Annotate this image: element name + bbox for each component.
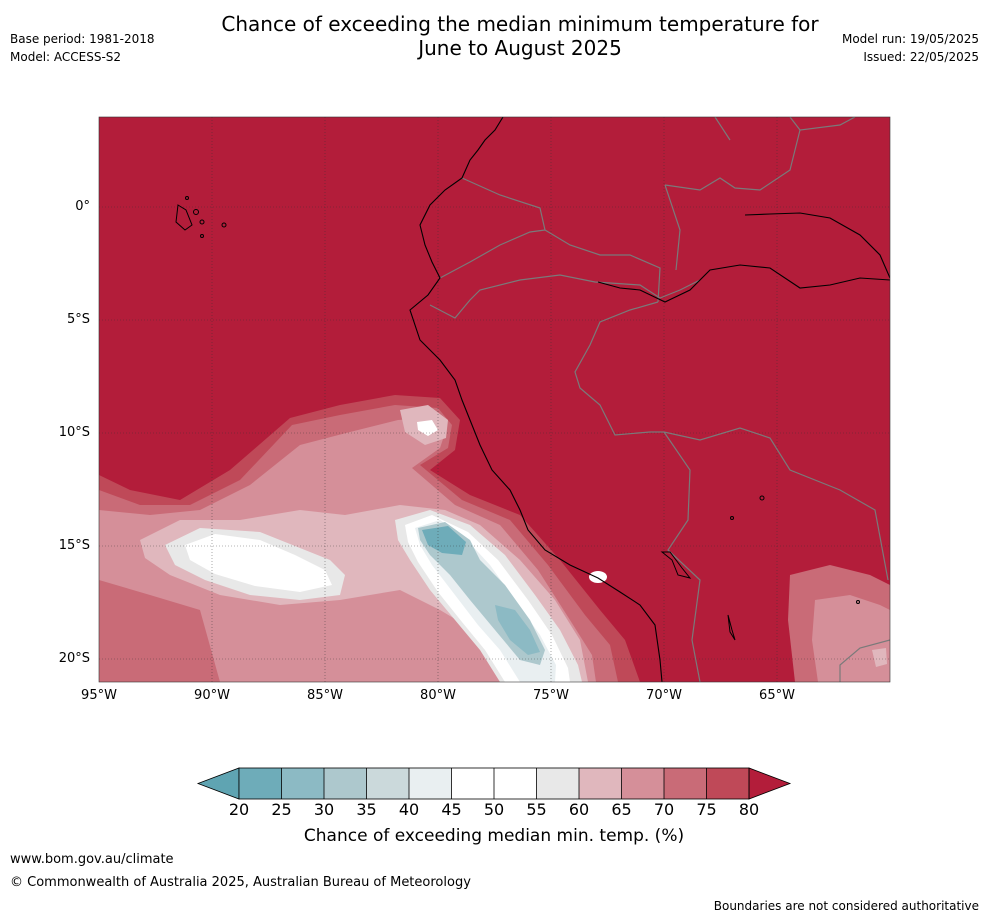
cb-tick-35: 35 bbox=[356, 800, 377, 819]
contour-25-coastal bbox=[422, 526, 466, 555]
disclaimer: Boundaries are not considered authoritat… bbox=[713, 899, 979, 913]
cb-tick-30: 30 bbox=[313, 800, 335, 819]
colorbar-swatch bbox=[281, 768, 324, 799]
meta-left: Base period: 1981-2018 Model: ACCESS-S2 bbox=[10, 30, 155, 66]
colorbar-title: Chance of exceeding median min. temp. (%… bbox=[303, 826, 685, 846]
lon-label-70w: 70°W bbox=[646, 688, 682, 703]
title-line-1: Chance of exceeding the median minimum t… bbox=[221, 12, 819, 36]
colorbar-swatch bbox=[409, 768, 452, 799]
galapagos-islands bbox=[175, 196, 227, 238]
colorbar-swatch bbox=[579, 768, 622, 799]
colorbar-swatch bbox=[536, 768, 579, 799]
title-line-2: June to August 2025 bbox=[418, 36, 622, 60]
cb-tick-55: 55 bbox=[526, 800, 547, 819]
cb-tick-50: 50 bbox=[483, 800, 505, 819]
model-name: Model: ACCESS-S2 bbox=[10, 50, 122, 64]
lon-label-65w: 65°W bbox=[759, 688, 795, 703]
cb-tick-60: 60 bbox=[568, 800, 590, 819]
colorbar-frame bbox=[238, 767, 750, 800]
colorbar-swatch bbox=[366, 768, 409, 799]
contour-50-north bbox=[417, 420, 438, 436]
colorbar-swatch bbox=[706, 768, 749, 799]
copyright-notice: © Commonwealth of Australia 2025, Austra… bbox=[10, 875, 471, 890]
cb-tick-25: 25 bbox=[271, 800, 292, 819]
cb-tick-65: 65 bbox=[611, 800, 632, 819]
colorbar-extend-low bbox=[196, 767, 240, 800]
issued-date: Issued: 22/05/2025 bbox=[863, 50, 979, 64]
coastline-river-north bbox=[744, 212, 890, 279]
map-title: Chance of exceeding the median minimum t… bbox=[150, 12, 890, 60]
lat-label-15s: 15°S bbox=[58, 538, 90, 553]
cb-tick-45: 45 bbox=[441, 800, 462, 819]
map-frame bbox=[98, 116, 891, 683]
cb-tick-20: 20 bbox=[228, 800, 250, 819]
colorbar-swatch bbox=[239, 768, 282, 799]
contour-60-southeast bbox=[872, 648, 887, 667]
cb-tick-80: 80 bbox=[738, 800, 760, 819]
lon-label-95w: 95°W bbox=[81, 688, 117, 703]
lat-label-5s: 5°S bbox=[66, 312, 90, 327]
cb-tick-40: 40 bbox=[398, 800, 420, 819]
base-period: Base period: 1981-2018 bbox=[10, 32, 155, 46]
lat-label-0: 0° bbox=[75, 199, 90, 214]
contour-25-south bbox=[495, 605, 540, 655]
contour-50 bbox=[185, 534, 332, 592]
lon-label-80w: 80°W bbox=[420, 688, 456, 703]
coastline-amazon bbox=[597, 264, 890, 303]
colorbar-swatch bbox=[324, 768, 367, 799]
lon-label-85w: 85°W bbox=[307, 688, 343, 703]
colorbar bbox=[196, 767, 792, 800]
meta-right: Model run: 19/05/2025 Issued: 22/05/2025 bbox=[842, 30, 979, 66]
lon-label-90w: 90°W bbox=[194, 688, 230, 703]
coastline-pacific bbox=[409, 117, 663, 682]
coastal-spot bbox=[589, 571, 607, 583]
lat-label-20s: 20°S bbox=[58, 651, 90, 666]
colorbar-swatch bbox=[621, 768, 664, 799]
model-run: Model run: 19/05/2025 bbox=[841, 32, 979, 46]
lon-label-75w: 75°W bbox=[533, 688, 569, 703]
colorbar-extend-high bbox=[748, 767, 792, 800]
cb-tick-70: 70 bbox=[653, 800, 675, 819]
lat-label-10s: 10°S bbox=[58, 425, 90, 440]
cb-tick-75: 75 bbox=[696, 800, 717, 819]
colorbar-swatch bbox=[451, 768, 494, 799]
map-panel bbox=[99, 117, 890, 682]
contour-65-southeast bbox=[812, 595, 890, 682]
colorbar-swatch bbox=[664, 768, 707, 799]
lakes bbox=[660, 495, 860, 641]
website-link[interactable]: www.bom.gov.au/climate bbox=[10, 852, 174, 867]
country-borders bbox=[429, 117, 890, 682]
colorbar-swatch bbox=[494, 768, 537, 799]
gridlines bbox=[99, 117, 890, 682]
